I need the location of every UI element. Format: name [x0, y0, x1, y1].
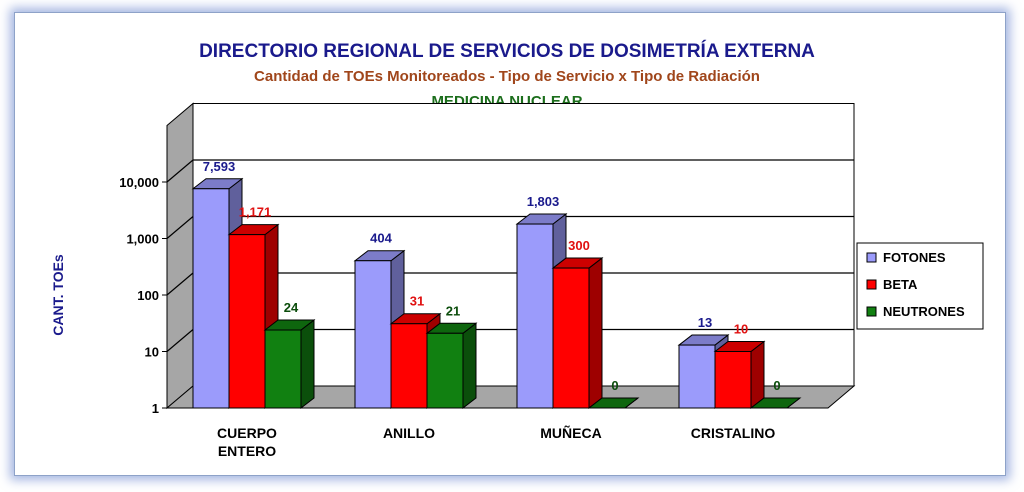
x-tick-label: CRISTALINO [691, 425, 776, 441]
bar-side [462, 322, 477, 410]
data-label: 7,593 [203, 159, 236, 174]
data-label: 1,803 [527, 194, 560, 209]
gridline-side [166, 329, 194, 352]
bar [678, 344, 716, 409]
bar [264, 329, 302, 409]
legend-label: NEUTRONES [883, 304, 965, 319]
y-tick-label: 10,000 [119, 175, 159, 190]
bar [192, 188, 230, 409]
bar-top [587, 397, 640, 409]
bar-chart: DIRECTORIO REGIONAL DE SERVICIOS DE DOSI… [50, 40, 984, 459]
data-label: 24 [284, 300, 299, 315]
data-label: 13 [698, 315, 712, 330]
y-tick-label: 100 [137, 288, 159, 303]
legend-label: FOTONES [883, 250, 946, 265]
x-tick-label: ANILLO [383, 425, 435, 441]
x-tick-label: MUÑECA [540, 424, 601, 441]
bar [228, 234, 266, 409]
bar-top [749, 397, 802, 409]
data-label: 404 [370, 231, 392, 246]
data-label: 0 [611, 378, 618, 393]
y-tick-label: 1 [152, 401, 159, 416]
legend-label: BETA [883, 277, 918, 292]
bar-side [588, 257, 603, 410]
chart-frame: DIRECTORIO REGIONAL DE SERVICIOS DE DOSI… [14, 12, 1006, 476]
y-tick-label: 1,000 [126, 232, 159, 247]
legend [856, 242, 984, 330]
gridline-side [166, 272, 194, 296]
data-label: 31 [410, 294, 424, 309]
bar [426, 332, 464, 409]
bar [354, 260, 392, 409]
data-label: 10 [734, 322, 748, 337]
x-tick-label-line2: ENTERO [218, 443, 276, 459]
legend-swatch [866, 279, 877, 290]
x-tick-label: CUERPO [217, 425, 277, 441]
bar [390, 323, 428, 409]
bar [714, 351, 752, 409]
bar-side [300, 319, 315, 410]
chart-subtitle: Cantidad de TOEs Monitoreados - Tipo de … [254, 68, 760, 85]
data-label: 0 [773, 378, 780, 393]
bar [552, 267, 590, 409]
legend-swatch [866, 306, 877, 317]
chart-title: DIRECTORIO REGIONAL DE SERVICIOS DE DOSI… [199, 40, 815, 62]
y-tick-label: 10 [145, 345, 159, 360]
bar [516, 223, 554, 409]
side-wall [166, 102, 194, 410]
y-axis-label: CANT. TOEs [50, 254, 66, 336]
data-label: 21 [446, 303, 460, 318]
legend-swatch [866, 252, 877, 263]
gridline-side [166, 216, 194, 239]
gridline-side [166, 159, 194, 183]
data-label: 300 [568, 238, 590, 253]
data-label: 1,171 [239, 205, 272, 220]
bar-side [750, 340, 765, 410]
